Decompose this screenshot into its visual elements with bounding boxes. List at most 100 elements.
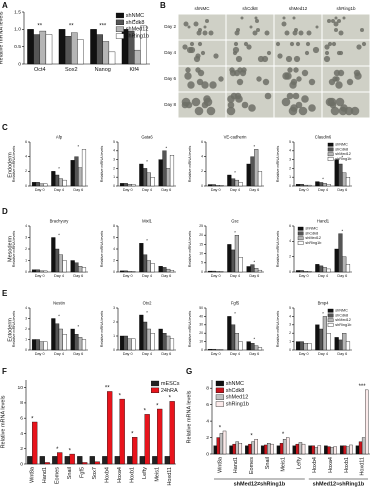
bar bbox=[94, 461, 100, 465]
bar bbox=[35, 182, 40, 187]
chart-title: Gsc bbox=[231, 219, 238, 224]
bar bbox=[44, 462, 50, 465]
bar bbox=[338, 233, 343, 273]
bar bbox=[308, 445, 312, 455]
legend-label: shMed12 bbox=[226, 395, 249, 401]
y-tick-label: 0 bbox=[113, 184, 115, 188]
colony bbox=[226, 106, 236, 116]
bar bbox=[108, 51, 116, 65]
bar bbox=[77, 39, 84, 65]
x-tick-label: Hoxb1 bbox=[344, 457, 350, 473]
x-tick-label: Hoxa4 bbox=[328, 457, 334, 473]
colony bbox=[237, 67, 243, 73]
significance: * bbox=[78, 144, 80, 149]
bar bbox=[81, 339, 87, 351]
y-axis-label: Relative mRNA levels bbox=[0, 11, 4, 64]
bar bbox=[257, 171, 263, 187]
bar bbox=[166, 268, 171, 273]
bar bbox=[358, 441, 363, 455]
y-tick-label: 6 bbox=[113, 235, 115, 239]
legend-swatch bbox=[215, 387, 224, 393]
bar bbox=[345, 341, 351, 351]
colony bbox=[197, 69, 205, 77]
bar bbox=[264, 444, 268, 455]
bar bbox=[207, 270, 213, 273]
y-tick-label: 0 bbox=[289, 348, 291, 352]
y-tick-label: 2 bbox=[289, 255, 291, 259]
colony bbox=[289, 41, 295, 47]
colony bbox=[234, 30, 240, 36]
chart-title: Fgf5 bbox=[231, 301, 240, 306]
x-tick-label: Day 0 bbox=[299, 274, 309, 278]
y-tick-label: 0 bbox=[25, 348, 27, 352]
significance: * bbox=[131, 432, 134, 438]
bar bbox=[52, 456, 58, 465]
y-tick-label: 10 bbox=[199, 340, 203, 344]
y-tick-label: 50 bbox=[199, 306, 203, 310]
significance: * bbox=[144, 409, 147, 415]
significance: * bbox=[69, 448, 72, 454]
bar bbox=[251, 441, 255, 455]
bar bbox=[70, 160, 75, 187]
y-tick-label: 15 bbox=[199, 242, 203, 246]
legend-swatch bbox=[327, 147, 334, 152]
colony bbox=[292, 92, 300, 100]
colony bbox=[301, 95, 309, 103]
row-label: Day 4 bbox=[164, 50, 176, 55]
significance: ** bbox=[105, 386, 110, 392]
legend-swatch bbox=[215, 401, 224, 407]
column-label: shNMC bbox=[194, 6, 210, 11]
x-tick-label: Day 4 bbox=[142, 274, 152, 278]
significance: * bbox=[234, 170, 236, 175]
y-axis-label: Relative mRNA levels bbox=[188, 231, 192, 268]
bar bbox=[35, 269, 40, 273]
bar bbox=[298, 442, 303, 455]
y-tick-label: 0 bbox=[18, 61, 21, 67]
colony bbox=[323, 55, 331, 63]
bar bbox=[299, 341, 304, 351]
y-tick-label: 20 bbox=[199, 331, 203, 335]
bar bbox=[78, 337, 83, 351]
legend-swatch bbox=[115, 26, 124, 32]
colony bbox=[266, 50, 272, 56]
colony bbox=[346, 78, 354, 86]
bar bbox=[134, 49, 141, 65]
bar bbox=[301, 443, 306, 455]
bar bbox=[78, 266, 83, 273]
y-tick-label: 5 bbox=[201, 261, 203, 265]
bar bbox=[238, 443, 243, 455]
significance: * bbox=[78, 324, 80, 329]
bar bbox=[292, 445, 296, 455]
legend-swatch bbox=[297, 231, 304, 236]
colony bbox=[234, 92, 242, 100]
legend-swatch bbox=[297, 226, 304, 231]
bar bbox=[144, 414, 150, 465]
bar bbox=[215, 271, 220, 273]
colony bbox=[209, 81, 217, 89]
colony bbox=[308, 104, 316, 112]
colony bbox=[218, 76, 224, 82]
bar bbox=[311, 445, 315, 455]
bar bbox=[211, 270, 216, 273]
colony bbox=[262, 78, 270, 86]
bar bbox=[246, 266, 251, 273]
x-tick-label: Day 6 bbox=[249, 188, 259, 192]
bar bbox=[299, 184, 304, 187]
bar bbox=[45, 34, 53, 65]
x-tick-label: Hoxd11 bbox=[360, 457, 366, 476]
y-tick-label: 8 bbox=[113, 224, 115, 228]
x-tick-label: Hand1 bbox=[233, 457, 239, 473]
x-tick-label: Day 4 bbox=[230, 274, 240, 278]
bar bbox=[132, 437, 138, 465]
legend-label: shNMC bbox=[305, 227, 318, 231]
y-tick-label: 4 bbox=[289, 314, 291, 318]
colony bbox=[275, 41, 281, 47]
bar bbox=[123, 335, 128, 351]
bar bbox=[169, 155, 175, 187]
x-tick-label: Wnt8a bbox=[30, 466, 36, 483]
bar bbox=[326, 184, 331, 187]
y-tick-label: 20 bbox=[199, 233, 203, 237]
bar bbox=[231, 178, 236, 187]
colony bbox=[287, 67, 293, 73]
bar bbox=[342, 256, 347, 273]
